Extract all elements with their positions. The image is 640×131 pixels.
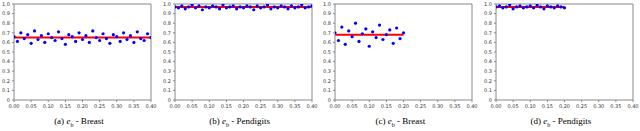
svg-text:0.25: 0.25 [415, 103, 426, 109]
svg-text:0.7: 0.7 [484, 30, 492, 36]
svg-text:0.35: 0.35 [128, 103, 139, 109]
svg-text:0.5: 0.5 [8, 49, 10, 55]
svg-text:0.15: 0.15 [542, 103, 553, 109]
svg-text:0.30: 0.30 [111, 103, 122, 109]
html-text:(a) eb- Breast: (a) eb- Breast [54, 116, 104, 128]
svg-text:0.7: 0.7 [323, 30, 331, 36]
svg-text:0.5: 0.5 [323, 49, 331, 55]
svg-text:0.10: 0.10 [525, 103, 536, 109]
svg-text:0.4: 0.4 [8, 58, 10, 64]
svg-text:0.6: 0.6 [8, 39, 10, 45]
svg-text:0.35: 0.35 [289, 103, 300, 109]
svg-text:0.25: 0.25 [255, 103, 266, 109]
svg-text:0.05: 0.05 [347, 103, 358, 109]
svg-text:0: 0 [167, 97, 170, 103]
svg-text:0.1: 0.1 [163, 87, 171, 93]
svg-text:0.35: 0.35 [450, 103, 461, 109]
svg-text:0.6: 0.6 [323, 39, 331, 45]
svg-text:0.35: 0.35 [610, 103, 621, 109]
svg-text:0.7: 0.7 [163, 30, 171, 36]
svg-text:0.8: 0.8 [484, 20, 492, 26]
svg-text:1.0: 1.0 [8, 1, 10, 7]
svg-text:0.1: 0.1 [323, 87, 331, 93]
svg-text:0.05: 0.05 [508, 103, 519, 109]
svg-text:0.00: 0.00 [8, 103, 19, 109]
svg-text:0.7: 0.7 [8, 30, 10, 36]
svg-text:0.5: 0.5 [163, 49, 171, 55]
svg-text:0.30: 0.30 [272, 103, 283, 109]
svg-text:0.6: 0.6 [163, 39, 171, 45]
svg-text:0: 0 [489, 97, 492, 103]
svg-text:0.2: 0.2 [8, 78, 10, 84]
svg-text:1.0: 1.0 [163, 1, 171, 7]
svg-text:0.20: 0.20 [398, 103, 409, 109]
svg-text:0.4: 0.4 [323, 58, 331, 64]
svg-text:0.00: 0.00 [490, 103, 501, 109]
svg-text:0.4: 0.4 [484, 58, 492, 64]
svg-text:0.10: 0.10 [364, 103, 375, 109]
svg-text:0: 0 [328, 97, 331, 103]
svg-text:0.05: 0.05 [186, 103, 197, 109]
svg-text:0.40: 0.40 [306, 103, 317, 109]
svg-text:0.2: 0.2 [323, 78, 331, 84]
svg-text:0.05: 0.05 [26, 103, 37, 109]
svg-text:0.20: 0.20 [77, 103, 88, 109]
svg-text:0.1: 0.1 [484, 87, 492, 93]
svg-text:0.25: 0.25 [576, 103, 587, 109]
svg-text:0.15: 0.15 [381, 103, 392, 109]
html-text:(d) eb- Pendigits: (d) eb- Pendigits [530, 116, 592, 128]
svg-text:0.8: 0.8 [323, 20, 331, 26]
svg-text:1.0: 1.0 [484, 1, 492, 7]
svg-text:0.3: 0.3 [8, 68, 10, 74]
html-text:(b) eb- Pendigits: (b) eb- Pendigits [209, 116, 270, 128]
svg-text:0.2: 0.2 [484, 78, 492, 84]
svg-text:0.25: 0.25 [94, 103, 105, 109]
svg-text:0.3: 0.3 [163, 68, 171, 74]
svg-text:0.00: 0.00 [169, 103, 180, 109]
svg-text:0.30: 0.30 [593, 103, 604, 109]
svg-text:0.30: 0.30 [432, 103, 443, 109]
svg-text:1.0: 1.0 [323, 1, 331, 7]
svg-text:0.9: 0.9 [323, 10, 331, 16]
svg-text:0.9: 0.9 [8, 10, 10, 16]
html-text:(c) eb- Breast: (c) eb- Breast [375, 116, 426, 128]
svg-text:0.00: 0.00 [330, 103, 341, 109]
svg-text:0.9: 0.9 [163, 10, 171, 16]
svg-text:0.5: 0.5 [484, 49, 492, 55]
svg-text:0.40: 0.40 [145, 103, 156, 109]
svg-text:0.6: 0.6 [484, 39, 492, 45]
svg-text:0.2: 0.2 [163, 78, 171, 84]
svg-text:0.40: 0.40 [627, 103, 632, 109]
svg-text:0.20: 0.20 [238, 103, 249, 109]
svg-text:0.8: 0.8 [163, 20, 171, 26]
svg-text:0.9: 0.9 [484, 10, 492, 16]
svg-text:0.3: 0.3 [484, 68, 492, 74]
svg-text:0.3: 0.3 [323, 68, 331, 74]
svg-text:0.10: 0.10 [43, 103, 54, 109]
svg-text:0.1: 0.1 [8, 87, 10, 93]
svg-text:0.40: 0.40 [467, 103, 478, 109]
svg-text:0.20: 0.20 [559, 103, 570, 109]
svg-text:0.4: 0.4 [163, 58, 171, 64]
svg-text:0.10: 0.10 [203, 103, 214, 109]
svg-text:0.15: 0.15 [220, 103, 231, 109]
svg-text:0: 0 [8, 97, 10, 103]
svg-text:0.15: 0.15 [60, 103, 71, 109]
svg-text:0.8: 0.8 [8, 20, 10, 26]
